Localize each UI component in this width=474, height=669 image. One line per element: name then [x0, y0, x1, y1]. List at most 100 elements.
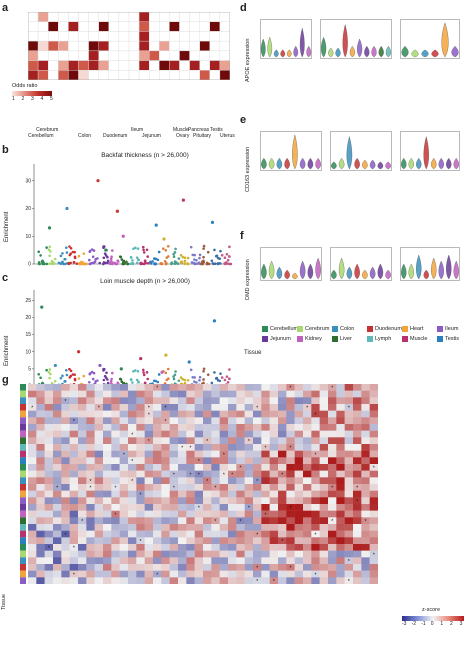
panel-f-label: f: [240, 230, 244, 242]
c-point: [134, 369, 137, 372]
g-heat-cell: [61, 577, 70, 584]
g-significance-star: *: [331, 386, 333, 392]
g-heat-cell: [311, 404, 320, 411]
g-heat-cell: [353, 450, 362, 458]
g-heat-cell: [161, 410, 170, 418]
g-heat-cell: [128, 450, 137, 458]
g-heat-cell: [294, 537, 304, 545]
g-heat-cell: [111, 397, 120, 405]
g-heat-cell: [353, 437, 362, 445]
tissue-legend-label: Muscle: [410, 336, 428, 342]
b-point: [63, 257, 67, 261]
g-heat-cell: [136, 537, 145, 545]
g-heat-cell: [253, 577, 262, 584]
g-heat-cell: [161, 477, 170, 485]
heat-cell: [209, 12, 221, 22]
g-heat-cell: [261, 564, 270, 571]
tissue-legend-swatch: [437, 336, 443, 342]
g-heat-cell: [119, 484, 129, 491]
g-heat-cell: [328, 410, 337, 418]
heat-cell: [189, 70, 200, 80]
g-heat-cell: [128, 410, 137, 418]
b-point: [195, 262, 199, 266]
g-heat-cell: [44, 404, 54, 411]
g-heat-cell: [119, 397, 129, 405]
g-heat-cell: [103, 564, 112, 571]
heat-cell: [98, 40, 109, 52]
g-heat-cell: [111, 530, 120, 538]
g-significance-star: *: [356, 499, 358, 505]
g-heat-cell: [36, 517, 45, 525]
g-heat-cell: [278, 570, 287, 578]
c-point: [47, 370, 51, 374]
g-heat-cell: [286, 484, 295, 491]
g-heat-cell: [228, 570, 237, 578]
b-point: [174, 247, 177, 251]
g-heat-cell: [69, 390, 79, 398]
g-heat-cell: [36, 537, 45, 545]
heat-cell: [28, 12, 39, 22]
b-point: [106, 259, 110, 263]
g-heat-cell: [336, 397, 345, 405]
g-heat-cell: [319, 437, 329, 445]
g-heat-cell: [28, 557, 37, 565]
heat-cell: [118, 60, 130, 71]
g-heat-cell: [344, 510, 354, 518]
g-heat-cell: [219, 450, 229, 458]
g-heat-cell: [328, 570, 337, 578]
g-heat-cell: [128, 550, 137, 558]
panel_d-violin: [371, 45, 377, 58]
g-heat-cell: [344, 437, 354, 445]
g-heat-cell: [203, 524, 212, 531]
g-heat-cell: [128, 390, 137, 398]
g-heat-cell: [103, 524, 112, 531]
g-heat-cell: [261, 404, 270, 411]
panel_d-violin: [293, 45, 299, 58]
g-heat-cell: [286, 384, 295, 391]
g-heat-cell: [44, 537, 54, 545]
g-heat-cell: [61, 450, 70, 458]
g-heat-cell: [44, 530, 54, 538]
g-heat-cell: [111, 424, 120, 431]
g-heat-cell: [194, 510, 204, 518]
panel_e-violin: [369, 159, 376, 170]
panel_e-violin: [377, 161, 384, 170]
c-point: [129, 378, 133, 382]
b-point: [121, 262, 125, 266]
g-heat-cell: [286, 577, 295, 584]
g-heat-cell: [44, 410, 54, 418]
g-heat-cell: [61, 550, 70, 558]
g-heat-cell: [44, 477, 54, 485]
heat-cell: [179, 12, 190, 22]
b-point: [134, 246, 137, 250]
g-heat-cell: [86, 550, 95, 558]
g-heat-cell: [53, 444, 62, 451]
b-point: [136, 247, 140, 250]
b-peak-point: [115, 209, 120, 213]
g-heat-cell: [319, 410, 329, 418]
g-heat-cell: [219, 490, 229, 498]
tissue-legend: Cerebellum Cerebrum Colon Duodenum Heart Ileu…: [262, 322, 472, 356]
g-heat-cell: [353, 564, 362, 571]
g-heat-cell: [169, 557, 179, 565]
g-heat-cell: [136, 410, 145, 418]
g-heat-cell: [211, 490, 220, 498]
panel-f-ylabel: DMD expression: [245, 259, 251, 300]
heat-cell: [138, 60, 150, 71]
g-heat-cell: [253, 484, 262, 491]
g-significance-star: *: [90, 486, 92, 492]
heat-cell: [219, 70, 230, 80]
b-peak-point: [96, 179, 100, 183]
g-heat-cell: [369, 477, 378, 485]
g-heat-cell: [194, 457, 204, 465]
g-heat-cell: [194, 570, 204, 578]
g-heat-cell: [236, 517, 245, 525]
g-heat-cell: [86, 444, 95, 451]
c-ytick-label: 10: [25, 349, 31, 355]
g-heat-cell: [303, 410, 312, 418]
b-point: [65, 246, 68, 249]
g-heat-cell: [103, 557, 112, 565]
g-heat-cell: [161, 484, 170, 491]
g-heat-cell: [119, 550, 129, 558]
heat-cell: [169, 70, 180, 80]
